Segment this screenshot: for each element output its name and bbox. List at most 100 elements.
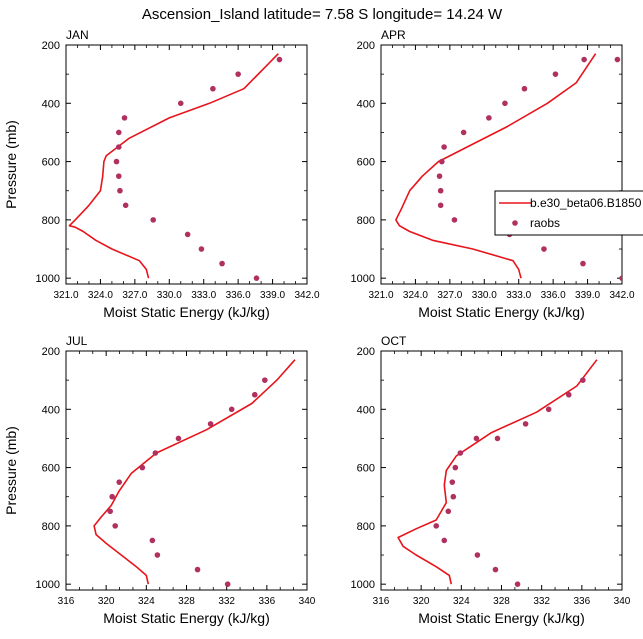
model-line: [397, 359, 598, 585]
figure-title: Ascension_Island latitude= 7.58 S longit…: [142, 6, 503, 23]
raobs-point: [177, 100, 184, 107]
y-tick-label: 1000: [36, 579, 60, 591]
model-line: [93, 359, 296, 585]
raobs-point: [117, 187, 123, 194]
raobs-point: [228, 406, 235, 413]
raobs-point: [460, 129, 467, 136]
x-tick-label: 321.0: [368, 290, 393, 301]
raobs-point: [224, 581, 231, 587]
y-tick-label: 400: [357, 404, 375, 416]
chart-panel-jul: JUL 316 320 324 328 332 336 340 200 400 600 800 1000…: [3, 334, 316, 626]
raobs-point: [451, 217, 458, 223]
raobs-point: [251, 391, 258, 398]
raobs-point: [150, 217, 157, 223]
x-tick-label: 332: [533, 596, 550, 607]
x-tick-label: 328: [178, 596, 195, 607]
raobs-point: [109, 493, 115, 500]
raobs-point: [522, 421, 529, 427]
raobs-point: [473, 435, 480, 442]
legend-marker-swatch: [512, 220, 518, 226]
raobs-point: [175, 435, 182, 442]
x-tick-label: 336: [258, 596, 275, 607]
raobs-point: [433, 523, 440, 529]
raobs-point: [580, 377, 586, 383]
y-tick-label: 1000: [351, 273, 375, 285]
raobs-point: [113, 158, 120, 165]
chart-panel-oct: OCT 316 320 324 328 332 336 340 200 400 600 800 1000…: [351, 334, 631, 626]
raobs-point: [184, 231, 191, 238]
y-tick-label: 200: [42, 40, 60, 52]
y-tick-label: 600: [42, 157, 60, 169]
panel-label: APR: [381, 28, 406, 42]
x-tick-label: 342.0: [609, 290, 634, 301]
raobs-point: [149, 537, 156, 544]
raobs-point: [154, 552, 161, 558]
raobs-point: [441, 537, 448, 544]
x-tick-label: 327.0: [122, 290, 147, 301]
raobs-point: [457, 450, 464, 456]
plot-frame: [65, 44, 308, 285]
raobs-point: [115, 129, 122, 136]
x-tick-label: 333.0: [506, 290, 531, 301]
raobs-point: [614, 56, 621, 63]
raobs-point: [139, 464, 146, 471]
x-tick-label: 320: [413, 596, 430, 607]
model-line: [395, 53, 597, 279]
raobs-point: [565, 391, 572, 398]
x-tick-label: 316: [58, 596, 75, 607]
raobs-point: [502, 100, 508, 107]
raobs-point: [437, 202, 444, 209]
model-line: [68, 53, 279, 279]
x-tick-label: 324.0: [88, 290, 113, 301]
y-tick-label: 1000: [36, 273, 60, 285]
raobs-point: [207, 421, 214, 427]
legend-label-model: b.e30_beta06.B1850: [530, 196, 642, 210]
y-tick-label: 600: [42, 463, 60, 475]
plot-data: [395, 53, 622, 281]
raobs-point: [439, 158, 445, 165]
raobs-point: [437, 187, 444, 194]
raobs-point: [115, 173, 122, 179]
plot-data: [93, 359, 296, 587]
x-tick-label: 333.0: [191, 290, 216, 301]
raobs-point: [112, 523, 119, 529]
panel-label: JUL: [66, 334, 88, 348]
raobs-point: [541, 246, 547, 252]
legend-label-raobs: raobs: [530, 216, 560, 230]
x-tick-label: 330.0: [472, 290, 497, 301]
y-tick-label: 400: [42, 404, 60, 416]
plot-data: [68, 53, 283, 281]
x-tick-label: 336.0: [226, 290, 251, 301]
raobs-point: [580, 260, 586, 267]
x-tick-label: 332: [218, 596, 235, 607]
raobs-point: [552, 71, 559, 77]
chart-panel-apr: APR 321.0 324.0 327.0 330.0 333.0 336.0 339.0 34…: [351, 28, 643, 320]
legend-box: [494, 190, 643, 236]
raobs-point: [198, 246, 205, 252]
raobs-point: [445, 508, 452, 515]
raobs-point: [115, 144, 122, 150]
raobs-point: [514, 581, 521, 587]
panel-label: JAN: [66, 28, 89, 42]
raobs-point: [152, 450, 159, 456]
y-axis-label: Pressure (mb): [3, 426, 19, 515]
x-tick-label: 320: [98, 596, 115, 607]
x-tick-label: 324: [138, 596, 155, 607]
y-tick-label: 800: [42, 521, 60, 533]
x-tick-label: 340: [614, 596, 631, 607]
plot-frame: [380, 44, 623, 285]
x-axis-label: Moist Static Energy (kJ/kg): [418, 304, 585, 320]
raobs-point: [219, 260, 225, 267]
x-tick-label: 328: [493, 596, 510, 607]
x-tick-label: 339.0: [575, 290, 600, 301]
x-tick-label: 327.0: [437, 290, 462, 301]
raobs-point: [441, 144, 447, 150]
plot-data: [397, 359, 598, 587]
raobs-point: [276, 56, 283, 63]
chart-panel-jan: JAN 321.0 324.0 327.0 330.0 333.0 336.0 339.0 34…: [3, 28, 320, 320]
raobs-point: [492, 566, 499, 573]
raobs-point: [436, 173, 443, 179]
raobs-point: [107, 508, 113, 515]
